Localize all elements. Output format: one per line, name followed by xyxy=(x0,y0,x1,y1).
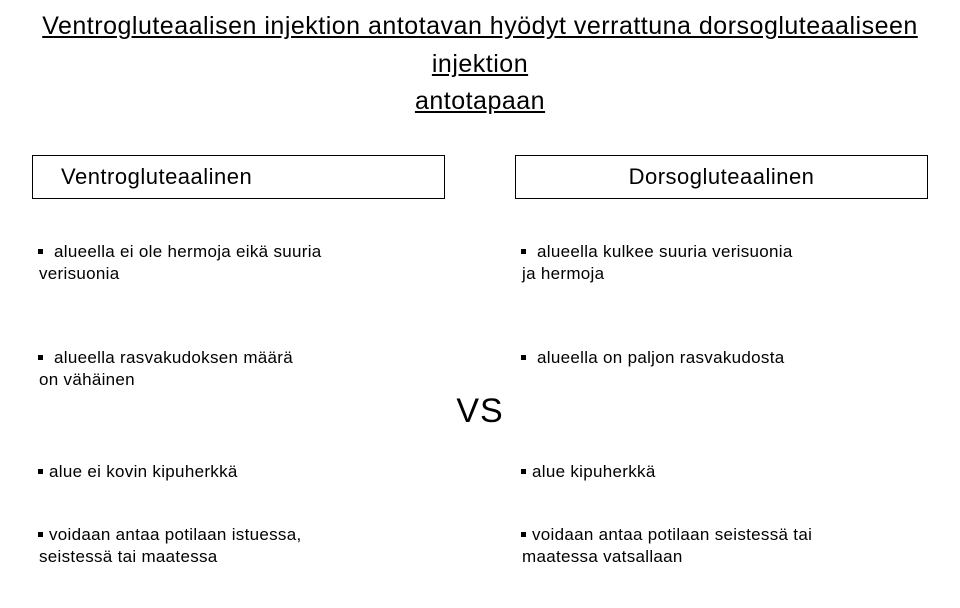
bullet-icon xyxy=(521,249,526,254)
right-item-3: alue kipuherkkä xyxy=(515,439,928,483)
right-item-4-line2: maatessa vatsallaan xyxy=(521,546,928,568)
left-header: Ventrogluteaalinen xyxy=(32,155,445,199)
left-item-1-line2: verisuonia xyxy=(38,263,445,285)
bullet-icon xyxy=(521,355,526,360)
left-column: Ventrogluteaalinen alueella ei ole hermo… xyxy=(32,155,445,608)
left-item-1: alueella ei ole hermoja eikä suuria veri… xyxy=(32,219,445,307)
bullet-icon xyxy=(521,532,526,537)
right-item-1-line2: ja hermoja xyxy=(521,263,928,285)
vs-divider: VS xyxy=(445,155,515,608)
right-item-1-line1: alueella kulkee suuria verisuonia xyxy=(532,242,793,261)
comparison-table: Ventrogluteaalinen alueella ei ole hermo… xyxy=(16,155,944,608)
left-item-4-line2: seistessä tai maatessa xyxy=(38,546,445,568)
bullet-icon xyxy=(38,532,43,537)
vs-label: VS xyxy=(456,392,503,431)
right-header: Dorsogluteaalinen xyxy=(515,155,928,199)
left-item-2: alueella rasvakudoksen määrä on vähäinen xyxy=(32,325,445,413)
bullet-icon xyxy=(521,469,526,474)
left-item-3-line1: alue ei kovin kipuherkkä xyxy=(49,462,238,481)
page-title-line2: antotapaan xyxy=(16,83,944,121)
right-column: Dorsogluteaalinen alueella kulkee suuria… xyxy=(515,155,928,608)
bullet-icon xyxy=(38,355,43,360)
page-title-line1: Ventrogluteaalisen injektion antotavan h… xyxy=(16,8,944,83)
right-item-4: voidaan antaa potilaan seistessä tai maa… xyxy=(515,501,928,589)
right-item-2: alueella on paljon rasvakudosta xyxy=(515,325,928,413)
left-item-2-line1: alueella rasvakudoksen määrä xyxy=(49,348,293,367)
right-item-2-line2 xyxy=(521,369,928,391)
left-item-3: alue ei kovin kipuherkkä xyxy=(32,439,445,483)
right-item-4-line1: voidaan antaa potilaan seistessä tai xyxy=(532,525,812,544)
bullet-icon xyxy=(38,469,43,474)
right-item-3-line1: alue kipuherkkä xyxy=(532,462,656,481)
left-item-1-line1: alueella ei ole hermoja eikä suuria xyxy=(49,242,322,261)
right-item-1: alueella kulkee suuria verisuonia ja her… xyxy=(515,219,928,307)
page-title-block: Ventrogluteaalisen injektion antotavan h… xyxy=(16,8,944,121)
bullet-icon xyxy=(38,249,43,254)
left-item-2-line2: on vähäinen xyxy=(38,369,445,391)
right-item-2-line1: alueella on paljon rasvakudosta xyxy=(532,348,785,367)
left-item-4: voidaan antaa potilaan istuessa, seistes… xyxy=(32,501,445,589)
left-item-4-line1: voidaan antaa potilaan istuessa, xyxy=(49,525,302,544)
